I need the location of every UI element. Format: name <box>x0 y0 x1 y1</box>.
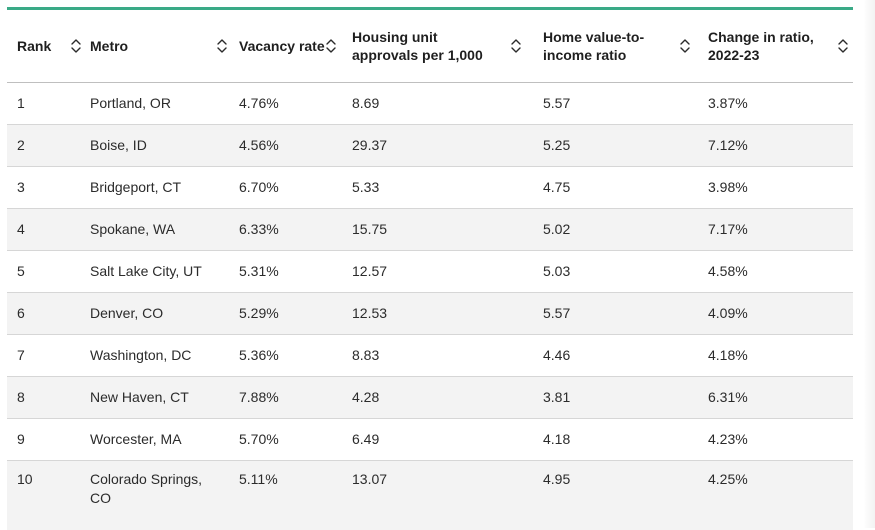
column-header-label: Rank <box>17 37 51 55</box>
cell-value-to-income: 4.18 <box>540 419 705 461</box>
cell-metro: Boise, ID <box>86 125 236 167</box>
cell-rank: 9 <box>7 419 86 461</box>
cell-rank: 4 <box>7 209 86 251</box>
cell-metro: Bridgeport, CT <box>86 167 236 209</box>
table-row: 2 Boise, ID 4.56% 29.37 5.25 7.12% <box>7 125 853 167</box>
cell-metro: Salt Lake City, UT <box>86 251 236 293</box>
table-row: 4 Spokane, WA 6.33% 15.75 5.02 7.17% <box>7 209 853 251</box>
table-row: 3 Bridgeport, CT 6.70% 5.33 4.75 3.98% <box>7 167 853 209</box>
cell-metro: Worcester, MA <box>86 419 236 461</box>
cell-vacancy-rate: 6.33% <box>236 209 349 251</box>
column-header-label: Vacancy rate <box>239 37 325 55</box>
column-header-label: Home value-to-income ratio <box>543 28 653 64</box>
cell-vacancy-rate: 6.70% <box>236 167 349 209</box>
cell-housing-approvals: 8.83 <box>349 335 540 377</box>
cell-metro: Washington, DC <box>86 335 236 377</box>
cell-housing-approvals: 29.37 <box>349 125 540 167</box>
cell-housing-approvals: 12.57 <box>349 251 540 293</box>
sort-updown-icon[interactable] <box>216 37 228 55</box>
cell-rank: 8 <box>7 377 86 419</box>
cell-rank: 1 <box>7 83 86 125</box>
table-row: 6 Denver, CO 5.29% 12.53 5.57 4.09% <box>7 293 853 335</box>
metro-ranking-table-container: Rank Metro Vacancy rate <box>7 7 853 530</box>
cell-value-to-income: 5.57 <box>540 293 705 335</box>
cell-value-to-income: 5.03 <box>540 251 705 293</box>
table-row: 8 New Haven, CT 7.88% 4.28 3.81 6.31% <box>7 377 853 419</box>
cell-rank: 10 <box>7 461 86 530</box>
cell-change-in-ratio: 6.31% <box>705 377 853 419</box>
cell-housing-approvals: 12.53 <box>349 293 540 335</box>
cell-housing-approvals: 15.75 <box>349 209 540 251</box>
cell-vacancy-rate: 7.88% <box>236 377 349 419</box>
cell-change-in-ratio: 4.25% <box>705 461 853 530</box>
cell-metro: Portland, OR <box>86 83 236 125</box>
cell-value-to-income: 4.95 <box>540 461 705 530</box>
sort-updown-icon[interactable] <box>510 37 522 55</box>
cell-housing-approvals: 5.33 <box>349 167 540 209</box>
cell-value-to-income: 5.25 <box>540 125 705 167</box>
cell-metro: Spokane, WA <box>86 209 236 251</box>
table-row: 9 Worcester, MA 5.70% 6.49 4.18 4.23% <box>7 419 853 461</box>
cell-metro: Denver, CO <box>86 293 236 335</box>
cell-housing-approvals: 8.69 <box>349 83 540 125</box>
column-header-vacancy-rate[interactable]: Vacancy rate <box>236 10 349 83</box>
cell-value-to-income: 4.46 <box>540 335 705 377</box>
cell-vacancy-rate: 5.11% <box>236 461 349 530</box>
table-row: 10 Colorado Springs, CO 5.11% 13.07 4.95… <box>7 461 853 530</box>
cell-value-to-income: 4.75 <box>540 167 705 209</box>
cell-metro: Colorado Springs, CO <box>86 461 236 530</box>
cell-rank: 5 <box>7 251 86 293</box>
cell-change-in-ratio: 7.12% <box>705 125 853 167</box>
cell-change-in-ratio: 4.18% <box>705 335 853 377</box>
column-header-rank[interactable]: Rank <box>7 10 86 83</box>
cell-change-in-ratio: 3.98% <box>705 167 853 209</box>
cell-vacancy-rate: 5.70% <box>236 419 349 461</box>
cell-change-in-ratio: 4.23% <box>705 419 853 461</box>
cell-value-to-income: 3.81 <box>540 377 705 419</box>
column-header-label: Housing unit approvals per 1,000 <box>352 28 502 64</box>
scroll-edge-shadow <box>863 0 875 528</box>
cell-rank: 7 <box>7 335 86 377</box>
cell-change-in-ratio: 4.58% <box>705 251 853 293</box>
cell-rank: 6 <box>7 293 86 335</box>
cell-housing-approvals: 13.07 <box>349 461 540 530</box>
cell-housing-approvals: 6.49 <box>349 419 540 461</box>
table-row: 5 Salt Lake City, UT 5.31% 12.57 5.03 4.… <box>7 251 853 293</box>
sort-updown-icon[interactable] <box>325 37 337 55</box>
sort-updown-icon[interactable] <box>679 37 691 55</box>
table-row: 7 Washington, DC 5.36% 8.83 4.46 4.18% <box>7 335 853 377</box>
table-row: 1 Portland, OR 4.76% 8.69 5.57 3.87% <box>7 83 853 125</box>
sort-updown-icon[interactable] <box>837 37 849 55</box>
cell-vacancy-rate: 4.56% <box>236 125 349 167</box>
cell-vacancy-rate: 5.29% <box>236 293 349 335</box>
column-header-metro[interactable]: Metro <box>86 10 236 83</box>
column-header-housing-approvals[interactable]: Housing unit approvals per 1,000 <box>349 10 540 83</box>
table-header-row: Rank Metro Vacancy rate <box>7 10 853 83</box>
cell-change-in-ratio: 7.17% <box>705 209 853 251</box>
cell-housing-approvals: 4.28 <box>349 377 540 419</box>
cell-vacancy-rate: 4.76% <box>236 83 349 125</box>
column-header-value-to-income[interactable]: Home value-to-income ratio <box>540 10 705 83</box>
cell-value-to-income: 5.57 <box>540 83 705 125</box>
cell-change-in-ratio: 4.09% <box>705 293 853 335</box>
column-header-label: Metro <box>90 37 128 55</box>
cell-rank: 3 <box>7 167 86 209</box>
cell-value-to-income: 5.02 <box>540 209 705 251</box>
metro-ranking-table: Rank Metro Vacancy rate <box>7 10 853 530</box>
cell-metro: New Haven, CT <box>86 377 236 419</box>
cell-change-in-ratio: 3.87% <box>705 83 853 125</box>
cell-vacancy-rate: 5.31% <box>236 251 349 293</box>
column-header-change-in-ratio[interactable]: Change in ratio, 2022-23 <box>705 10 853 83</box>
sort-updown-icon[interactable] <box>70 37 82 55</box>
cell-rank: 2 <box>7 125 86 167</box>
column-header-label: Change in ratio, 2022-23 <box>708 28 818 64</box>
cell-vacancy-rate: 5.36% <box>236 335 349 377</box>
